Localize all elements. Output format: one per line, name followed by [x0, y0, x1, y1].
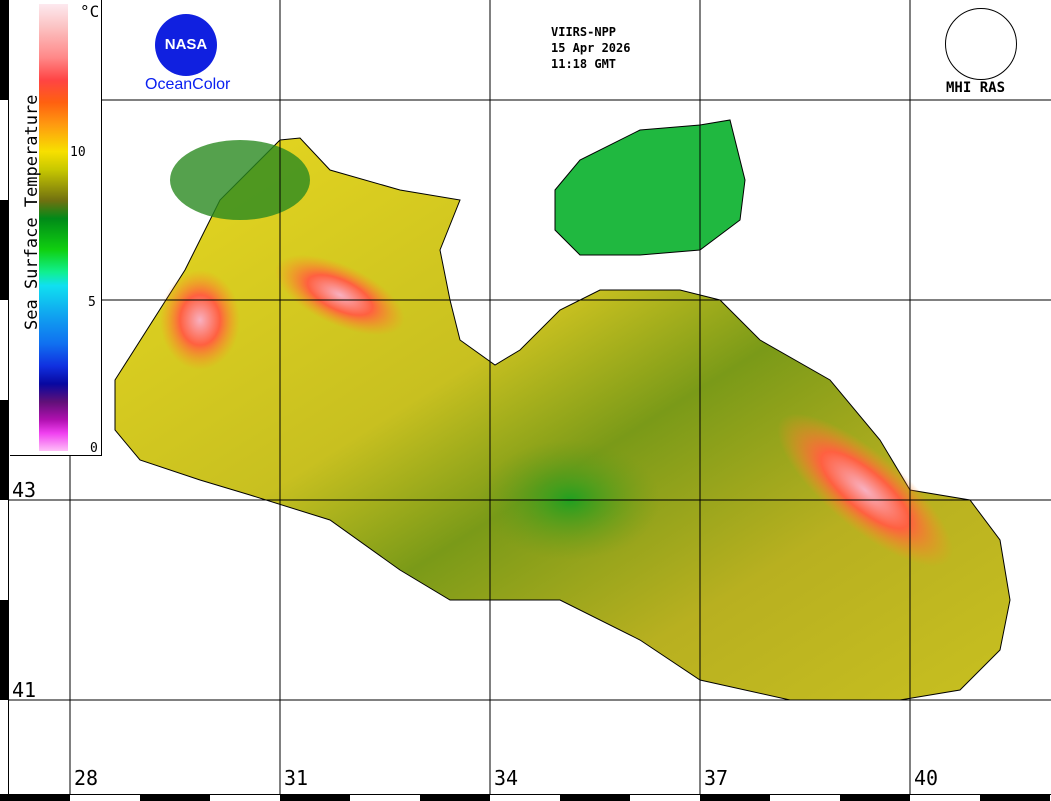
mhi-logo: [945, 8, 1017, 80]
sensor-name: VIIRS-NPP: [551, 25, 617, 39]
color-bar: [39, 4, 68, 451]
legend-unit: °C: [80, 2, 100, 21]
lat-label: 41: [12, 678, 37, 702]
lon-label: 31: [284, 766, 309, 790]
acquisition-time: 11:18 GMT: [551, 57, 617, 71]
bottom-ruler: [0, 794, 1051, 801]
lon-label: 28: [74, 766, 99, 790]
acquisition-date: 15 Apr 2026: [551, 41, 631, 55]
legend-tick: 5: [88, 295, 96, 310]
acquisition-info: VIIRS-NPP 15 Apr 2026 11:18 GMT: [551, 24, 630, 72]
legend-tick: 0: [90, 441, 98, 456]
lon-label: 40: [914, 766, 939, 790]
legend-tick: 10: [70, 145, 86, 160]
cool-shelf-area: [170, 140, 310, 220]
sea-of-azov: [554, 119, 746, 256]
legend-title: Sea Surface Temperature: [22, 94, 42, 330]
warm-patch: [275, 254, 405, 336]
warm-patch: [160, 270, 240, 370]
nasa-logo: NASA: [155, 14, 217, 76]
mhi-ras-label: MHI RAS: [946, 80, 1006, 96]
warm-patch: [777, 413, 953, 567]
oceancolor-label: OceanColor: [145, 76, 231, 93]
lon-label: 37: [704, 766, 729, 790]
color-legend: Sea Surface Temperature °C 10 5 0: [10, 0, 102, 456]
left-ruler: [0, 0, 9, 801]
lat-label: 43: [12, 478, 37, 502]
lon-label: 34: [494, 766, 519, 790]
